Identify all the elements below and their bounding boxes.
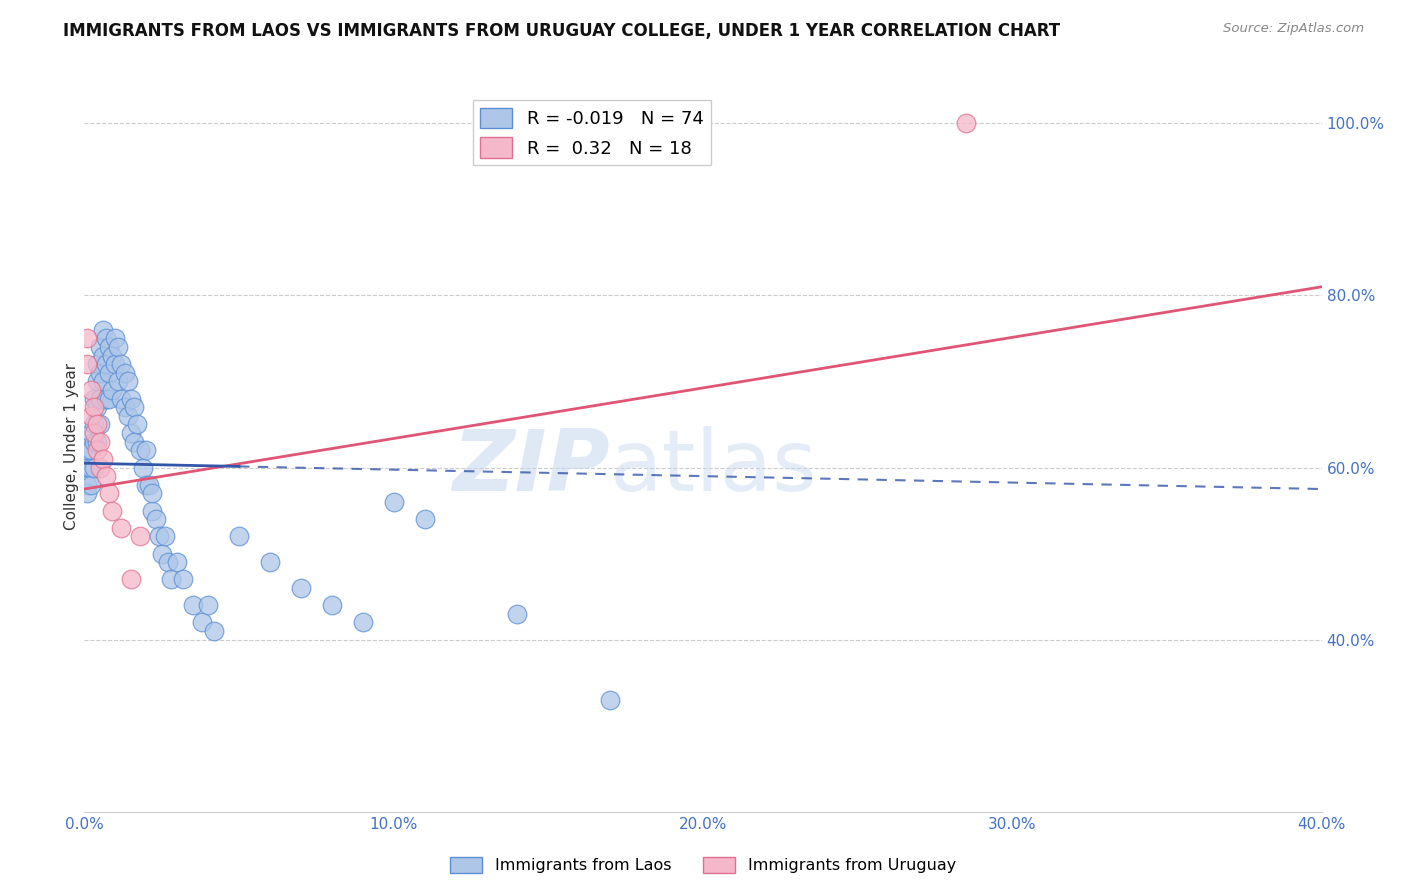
Point (83, 460, 105, 475)
Point (91, 451, 114, 466)
Point (83, 401, 105, 415)
Legend: R = -0.019   N = 74, R =  0.32   N = 18: R = -0.019 N = 74, R = 0.32 N = 18 (472, 100, 711, 165)
Point (110, 392, 132, 406)
Point (76, 331, 98, 345)
Point (228, 529, 250, 543)
Point (413, 512, 436, 526)
Point (94, 392, 117, 406)
Point (117, 409, 139, 423)
Point (172, 573, 194, 587)
Point (79, 426, 101, 441)
Point (955, 116, 977, 130)
Point (166, 555, 188, 569)
Point (599, 693, 621, 707)
Point (89, 340, 111, 354)
Point (76, 460, 98, 475)
Point (110, 521, 132, 535)
Point (153, 529, 176, 543)
Point (98, 486, 121, 500)
Point (98, 366, 121, 380)
Text: IMMIGRANTS FROM LAOS VS IMMIGRANTS FROM URUGUAY COLLEGE, UNDER 1 YEAR CORRELATIO: IMMIGRANTS FROM LAOS VS IMMIGRANTS FROM … (63, 22, 1060, 40)
Point (76, 357, 98, 371)
Point (382, 495, 405, 509)
Point (94, 469, 117, 483)
Point (89, 392, 111, 406)
Point (83, 426, 105, 441)
Point (129, 529, 152, 543)
Point (89, 366, 111, 380)
Point (117, 375, 139, 389)
Text: Source: ZipAtlas.com: Source: ZipAtlas.com (1223, 22, 1364, 36)
Point (86, 443, 108, 458)
Point (141, 486, 163, 500)
Point (160, 573, 183, 587)
Point (107, 375, 129, 389)
Point (79, 443, 101, 458)
Point (83, 434, 105, 449)
Point (86, 357, 108, 371)
Point (79, 477, 101, 491)
Point (156, 555, 179, 569)
Point (107, 340, 129, 354)
Point (101, 503, 124, 517)
Point (104, 331, 127, 345)
Point (104, 357, 127, 371)
Point (101, 349, 124, 363)
Point (202, 624, 225, 638)
Point (101, 383, 124, 397)
Point (110, 357, 132, 371)
Point (98, 392, 121, 406)
Point (76, 477, 98, 491)
Point (91, 323, 114, 337)
Point (122, 401, 145, 415)
Point (352, 615, 374, 630)
Point (91, 375, 114, 389)
Point (141, 503, 163, 517)
Point (98, 340, 121, 354)
Point (181, 598, 204, 612)
Point (150, 547, 173, 561)
Point (86, 434, 108, 449)
Text: atlas: atlas (610, 426, 818, 509)
Point (135, 477, 157, 491)
Point (114, 401, 136, 415)
Point (86, 401, 108, 415)
Point (132, 460, 155, 475)
Point (79, 409, 101, 423)
Point (191, 615, 214, 630)
Point (120, 426, 142, 441)
Point (114, 366, 136, 380)
Point (122, 434, 145, 449)
Point (506, 607, 529, 621)
Point (83, 417, 105, 432)
Point (76, 443, 98, 458)
Point (89, 460, 111, 475)
Point (89, 434, 111, 449)
Point (145, 512, 167, 526)
Text: ZIP: ZIP (453, 426, 610, 509)
Point (135, 443, 157, 458)
Point (125, 417, 148, 432)
Point (148, 529, 170, 543)
Point (321, 598, 343, 612)
Point (94, 331, 117, 345)
Point (83, 392, 105, 406)
Y-axis label: College, Under 1 year: College, Under 1 year (63, 362, 79, 530)
Point (290, 581, 312, 595)
Point (76, 486, 98, 500)
Point (79, 460, 101, 475)
Point (79, 383, 101, 397)
Point (94, 357, 117, 371)
Point (120, 573, 142, 587)
Point (197, 598, 219, 612)
Point (138, 477, 160, 491)
Point (120, 392, 142, 406)
Point (129, 443, 152, 458)
Point (86, 417, 108, 432)
Point (259, 555, 281, 569)
Point (91, 349, 114, 363)
Point (89, 417, 111, 432)
Legend: Immigrants from Laos, Immigrants from Uruguay: Immigrants from Laos, Immigrants from Ur… (443, 850, 963, 880)
Point (86, 375, 108, 389)
